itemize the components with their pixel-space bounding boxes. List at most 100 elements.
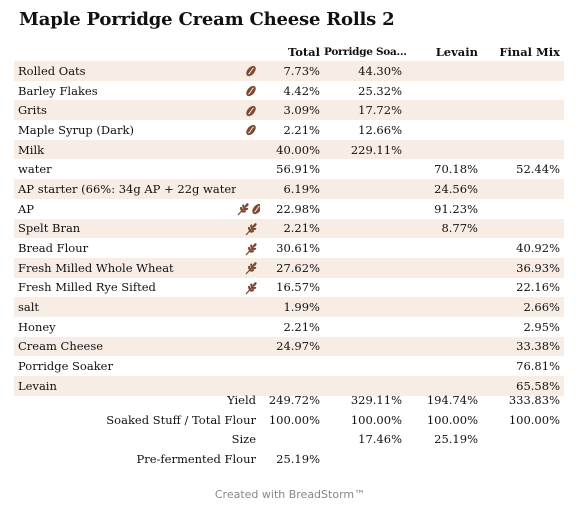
ingredient-row-salt: salt 1.99% 2.66% <box>14 297 564 317</box>
porridge-soaker-value: 17.46% <box>358 432 402 447</box>
final-mix-value: 76.81% <box>516 359 560 374</box>
porridge-soaker-value <box>324 317 406 337</box>
total-value: 100.00% <box>268 412 320 427</box>
porridge-soaker-value <box>324 218 406 239</box>
ingredient-name: AP <box>18 201 35 216</box>
porridge-soaker-value <box>324 199 406 219</box>
porridge-soaker-value: 12.66% <box>358 122 402 137</box>
wheat-icon <box>244 221 258 236</box>
ingredient-row-maple-syrup-dark: Maple Syrup (Dark) 2.21% 12.66% <box>14 120 564 140</box>
column-header-porridge-soaker: Porridge Soa… <box>324 45 406 58</box>
final-mix-value <box>482 199 564 219</box>
ingredient-row-fresh-milled-whole-wheat: Fresh Milled Whole Wheat 27.62% 36.93% <box>14 257 564 278</box>
total-value: 56.91% <box>276 162 320 177</box>
final-mix-value: 2.66% <box>482 297 564 317</box>
ingredient-icons <box>236 218 260 239</box>
porridge-soaker-value: 17.72% <box>324 100 406 121</box>
ingredient-icons <box>236 179 260 199</box>
final-mix-value <box>482 218 564 239</box>
ingredient-name: Grits <box>14 100 236 121</box>
porridge-soaker-value <box>324 278 406 298</box>
ingredient-name: Barley Flakes <box>18 83 98 98</box>
total-value: 16.57% <box>276 280 320 295</box>
levain-value: 8.77% <box>406 218 482 239</box>
levain-value <box>406 100 482 121</box>
levain-value <box>406 336 482 357</box>
total-value: 249.72% <box>268 392 320 407</box>
final-mix-value <box>482 81 564 101</box>
total-value: 27.62% <box>260 257 324 278</box>
levain-value <box>406 376 482 396</box>
wheat-icon <box>236 201 250 216</box>
recipe-title: Maple Porridge Cream Cheese Rolls 2 <box>19 9 395 30</box>
levain-value: 100.00% <box>426 412 478 427</box>
levain-value: 25.19% <box>434 432 478 447</box>
ingredient-icons <box>236 297 260 317</box>
final-mix-value <box>482 179 564 199</box>
final-mix-value: 40.92% <box>516 241 560 256</box>
ingredient-icons <box>236 356 260 376</box>
total-value <box>260 376 324 396</box>
final-mix-value: 65.58% <box>482 376 564 396</box>
porridge-soaker-value <box>324 159 406 179</box>
summary-table: Yield 249.72% 329.11% 194.74% 333.83% Soaked … <box>14 390 564 469</box>
ingredient-name: Levain <box>14 376 236 396</box>
wheat-icon <box>244 260 258 275</box>
ingredient-row-milk: Milk 40.00% 229.11% <box>14 139 564 160</box>
ingredient-row-honey: Honey 2.21% 2.95% <box>14 317 564 337</box>
ingredient-name: AP starter (66%: 34g AP + 22g water) <box>14 179 236 199</box>
final-mix-value: 36.93% <box>482 257 564 278</box>
column-header-final-mix: Final Mix <box>499 44 560 59</box>
final-mix-value <box>482 139 564 160</box>
ingredient-row-rolled-oats: Rolled Oats 7.73% 44.30% <box>14 61 564 81</box>
ingredient-name: water <box>18 162 52 177</box>
ingredient-row-cream-cheese: Cream Cheese 24.97% 33.38% <box>14 336 564 357</box>
levain-value: 194.74% <box>426 392 478 407</box>
porridge-soaker-value <box>324 449 406 469</box>
ingredient-icons <box>236 139 260 160</box>
levain-value: 70.18% <box>434 162 478 177</box>
summary-label: Soaked Stuff / Total Flour <box>106 412 256 427</box>
ingredient-icons <box>236 336 260 357</box>
porridge-soaker-value <box>324 376 406 396</box>
column-header-total: Total <box>287 44 320 59</box>
ingredient-row-porridge-soaker: Porridge Soaker 76.81% <box>14 356 564 376</box>
ingredient-row-levain: Levain 65.58% <box>14 376 564 396</box>
ingredient-name: Fresh Milled Whole Wheat <box>14 257 236 278</box>
final-mix-value <box>482 120 564 140</box>
ingredient-icons <box>236 257 260 278</box>
final-mix-value: 333.83% <box>508 392 560 407</box>
grain-bean-icon <box>250 201 260 215</box>
porridge-soaker-value: 229.11% <box>324 139 406 160</box>
grain-bean-icon <box>244 83 258 97</box>
ingredient-icons <box>236 199 260 219</box>
ingredient-row-spelt-bran: Spelt Bran 2.21% 8.77% <box>14 218 564 239</box>
ingredient-icons <box>236 317 260 337</box>
summary-label: Pre-fermented Flour <box>136 452 256 467</box>
grain-bean-icon <box>244 122 258 136</box>
levain-value: 24.56% <box>406 179 482 199</box>
ingredient-icons <box>236 159 260 179</box>
footer-credit: Created with BreadStorm™ <box>214 488 366 501</box>
porridge-soaker-value: 44.30% <box>324 61 406 81</box>
ingredient-icons <box>236 238 260 258</box>
total-value: 2.21% <box>283 319 320 334</box>
ingredient-row-fresh-milled-rye-sifted: Fresh Milled Rye Sifted 16.57% 22.16% <box>14 278 564 298</box>
levain-value <box>406 297 482 317</box>
ingredient-name: Maple Syrup (Dark) <box>18 122 134 137</box>
summary-label: Size <box>231 432 256 447</box>
porridge-soaker-value <box>324 297 406 317</box>
ingredient-icons <box>236 376 260 396</box>
levain-value <box>406 278 482 298</box>
total-value: 7.73% <box>260 61 324 81</box>
wheat-icon <box>244 280 258 295</box>
final-mix-value <box>482 61 564 81</box>
total-value: 22.98% <box>276 201 320 216</box>
levain-value <box>406 61 482 81</box>
ingredient-icons <box>236 81 260 101</box>
ingredient-icons <box>236 120 260 140</box>
total-value: 6.19% <box>260 179 324 199</box>
levain-value <box>406 449 482 469</box>
ingredient-icons <box>236 278 260 298</box>
ingredients-table: Total Porridge Soa… Levain Final Mix Rol… <box>14 42 564 396</box>
